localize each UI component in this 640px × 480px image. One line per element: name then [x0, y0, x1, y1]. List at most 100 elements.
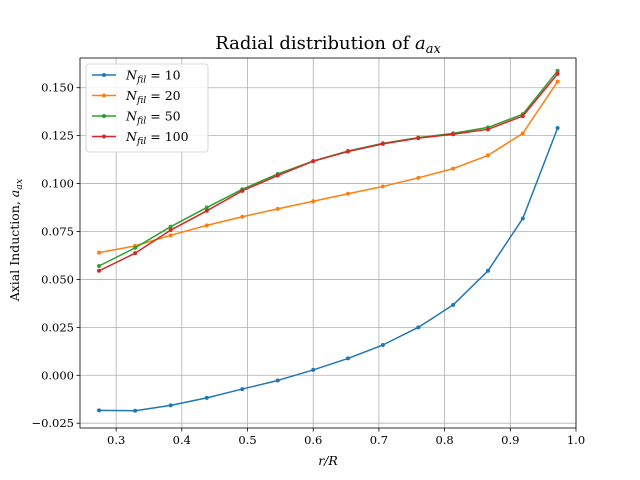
data-point — [380, 342, 385, 347]
legend-marker — [102, 93, 106, 98]
legend-label-var: N — [125, 88, 138, 103]
data-point — [451, 132, 456, 137]
x-tick-label: 0.8 — [435, 433, 453, 447]
x-tick-label: 0.3 — [107, 433, 125, 447]
data-point — [275, 206, 280, 211]
data-point — [311, 199, 316, 204]
data-point — [555, 68, 560, 73]
y-axis-label-sub: ax — [14, 178, 25, 190]
data-point — [380, 141, 385, 146]
data-point — [168, 224, 173, 229]
data-point — [168, 233, 173, 238]
data-point — [485, 268, 490, 273]
y-tick-label: 0.125 — [41, 129, 74, 143]
y-axis-label-prefix: Axial Induction, — [7, 197, 22, 302]
legend-label-var: N — [125, 68, 138, 83]
legend-label-var: N — [125, 129, 138, 144]
data-point — [204, 223, 209, 228]
data-point — [485, 153, 490, 158]
legend-label-sub: fil — [136, 95, 146, 106]
legend-label: Nfil = 20 — [125, 88, 181, 106]
data-point — [275, 378, 280, 383]
legend-label-sub: fil — [136, 136, 146, 147]
x-tick-label: 0.5 — [238, 433, 256, 447]
data-point — [275, 173, 280, 178]
data-point — [133, 251, 138, 256]
x-axis-label: r/R — [318, 453, 338, 468]
x-tick-label: 0.9 — [501, 433, 519, 447]
legend-marker — [102, 73, 106, 77]
y-tick-label: 0.000 — [41, 368, 74, 382]
legend-box — [85, 63, 209, 153]
legend-label-sub: fil — [136, 75, 146, 86]
data-point — [380, 184, 385, 189]
data-point — [346, 149, 351, 154]
data-point — [416, 325, 421, 330]
data-point — [204, 395, 209, 400]
chart-title-var: a — [415, 33, 426, 54]
legend-label-value: = 100 — [146, 129, 188, 144]
x-tick-label: 0.7 — [370, 433, 388, 447]
legend-label: Nfil = 100 — [125, 129, 189, 147]
y-tick-label: 0.100 — [41, 177, 74, 191]
axis-ticks: 0.3 0.4 0.5 0.6 0.7 0.8 0.9 1.0 −0.025 0.000 0.025… — [31, 81, 585, 447]
data-point — [97, 408, 102, 413]
data-point — [555, 79, 560, 84]
y-tick-label: 0.025 — [41, 320, 74, 334]
series-2 — [97, 79, 560, 255]
series-lines — [97, 68, 560, 413]
data-point — [346, 356, 351, 361]
legend-entry: Nfil = 10 — [92, 68, 181, 86]
data-point — [416, 175, 421, 180]
legend-entry: Nfil = 50 — [92, 109, 181, 127]
legend-label: Nfil = 10 — [125, 68, 181, 86]
legend-label-value: = 10 — [146, 68, 180, 83]
data-point — [346, 191, 351, 196]
legend-marker — [102, 114, 106, 118]
legend-marker — [102, 134, 106, 139]
data-point — [520, 216, 525, 221]
series-4 — [97, 71, 560, 273]
legend-label-value: = 50 — [146, 109, 180, 124]
legend-entry: Nfil = 100 — [92, 129, 189, 147]
legend-label: Nfil = 50 — [125, 109, 181, 127]
data-point — [97, 268, 102, 273]
series-line — [98, 81, 559, 254]
data-point — [311, 367, 316, 372]
data-point — [204, 208, 209, 213]
data-point — [240, 188, 245, 193]
y-tick-label: 0.150 — [41, 81, 74, 95]
x-tick-label: 0.4 — [173, 433, 191, 447]
legend-label-var: N — [125, 109, 138, 124]
series-line — [99, 127, 559, 412]
data-point — [97, 264, 102, 269]
chart-title-prefix: Radial distribution of — [215, 33, 415, 54]
data-point — [168, 403, 173, 408]
y-tick-label: −0.025 — [31, 416, 74, 430]
data-point — [520, 114, 525, 119]
data-point — [240, 214, 245, 219]
data-point — [133, 408, 138, 413]
data-point — [555, 125, 560, 130]
data-point — [240, 387, 245, 392]
y-tick-label: 0.050 — [41, 272, 74, 286]
series-1 — [97, 125, 560, 413]
y-axis-label: Axial Induction, aax — [7, 178, 25, 302]
x-tick-label: 0.6 — [304, 433, 322, 447]
chart-title: Radial distribution of aax — [215, 33, 441, 57]
data-point — [555, 71, 560, 76]
x-tick-label: 1.0 — [567, 433, 585, 447]
chart-title-sub: ax — [426, 42, 442, 57]
legend-label-sub: fil — [136, 116, 146, 127]
data-point — [204, 205, 209, 210]
y-tick-label: 0.075 — [41, 224, 74, 238]
data-point — [311, 159, 316, 164]
data-point — [520, 131, 525, 136]
plot-frame — [79, 57, 577, 429]
data-point — [451, 166, 456, 171]
series-line — [98, 73, 559, 272]
data-point — [97, 250, 102, 255]
data-point — [451, 302, 456, 307]
